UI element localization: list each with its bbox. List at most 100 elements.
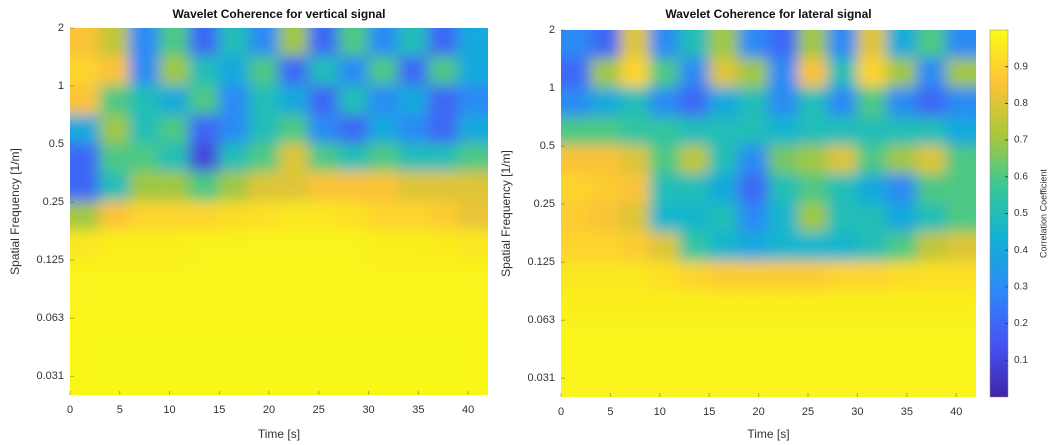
heatmap-cell [368,229,399,262]
heatmap-cell [590,145,621,177]
heatmap-cell [397,346,429,378]
heatmap-cell [457,143,488,175]
heatmap-cell [856,30,888,61]
heatmap-cell [70,201,101,233]
heatmap-cell [368,288,399,320]
heatmap-cell [427,85,459,117]
heatmap-cell [338,143,370,175]
heatmap-cell [827,145,858,177]
heatmap-cell [427,143,459,175]
heatmap-cell [768,318,799,350]
heatmap-cell [457,85,488,117]
heatmap-cell [649,145,681,177]
heatmap-cell [129,28,161,59]
heatmap-cell [708,318,740,350]
heatmap-cell [827,203,858,235]
heatmap-cell [856,203,888,235]
heatmap-cell [278,316,310,348]
heatmap-cell [945,290,976,322]
heatmap-cell [768,57,799,89]
heatmap-cell [886,261,918,293]
heatmap-cell [886,116,918,148]
heatmap-cell [308,316,340,348]
heatmap-cell [248,316,280,348]
y-tick-label: 0.063 [527,314,555,326]
colorbar-tick-label: 0.1 [1014,355,1028,366]
heatmap-cell [308,85,340,117]
heatmap-cell [188,229,220,262]
heatmap-cell [797,318,829,350]
x-tick-label: 15 [213,404,225,416]
x-tick-label: 0 [67,404,73,416]
heatmap-cell [338,229,370,262]
heatmap-cell [397,229,429,262]
heatmap-cell [397,171,429,203]
heatmap-cell [278,28,310,59]
heatmap-cell [129,171,161,203]
x-tick-label: 20 [263,404,275,416]
heatmap-cell [886,87,918,119]
heatmap-cell [590,261,621,293]
heatmap-cell [797,378,829,397]
heatmap-cell [856,116,888,148]
heatmap [70,28,488,395]
heatmap-cell [797,145,829,177]
heatmap-cell [679,348,710,380]
heatmap-cell [338,55,370,87]
heatmap-cell [70,55,101,87]
heatmap-cell [338,114,370,146]
colorbar-tick-label: 0.2 [1014,318,1028,329]
heatmap-cell [856,173,888,205]
heatmap-cell [159,229,190,262]
heatmap-cell [856,231,888,264]
colorbar-tick-label: 0.6 [1014,171,1028,182]
heatmap-cell [99,316,131,348]
heatmap-cell [159,288,190,320]
heatmap-cell [768,203,799,235]
x-tick-label: 25 [802,406,814,418]
heatmap-cell [188,376,220,395]
heatmap-cell [590,57,621,89]
heatmap-cell [679,30,710,61]
heatmap-cell [427,316,459,348]
heatmap-cell [188,201,220,233]
heatmap-cell [248,259,280,291]
heatmap-cell [679,57,710,89]
heatmap-cell [397,316,429,348]
heatmap-cell [945,378,976,397]
heatmap-cell [218,171,250,203]
heatmap-cell [188,114,220,146]
y-tick-label: 0.125 [527,256,555,268]
heatmap-cell [738,87,769,119]
heatmap-cell [129,376,161,395]
heatmap-cell [945,173,976,205]
heatmap-cell [218,55,250,87]
heatmap-cell [679,378,710,397]
heatmap-cell [218,346,250,378]
heatmap-cell [738,348,769,380]
heatmap-cell [248,28,280,59]
heatmap-cell [427,55,459,87]
heatmap-cell [427,259,459,291]
heatmap-cell [768,378,799,397]
heatmap-cell [427,201,459,233]
heatmap-cell [619,348,651,380]
heatmap-cell [159,376,190,395]
heatmap-cell [649,57,681,89]
heatmap-cell [886,173,918,205]
x-tick-label: 40 [462,404,474,416]
heatmap-cell [248,114,280,146]
heatmap-cell [308,55,340,87]
heatmap-cell [278,143,310,175]
heatmap-cell [338,201,370,233]
heatmap-cell [827,261,858,293]
heatmap-cell [278,201,310,233]
heatmap-cell [218,114,250,146]
heatmap-cell [619,378,651,397]
heatmap-cell [649,348,681,380]
heatmap-cell [945,145,976,177]
heatmap-cell [70,376,101,395]
heatmap-cell [590,173,621,205]
colorbar-tick-label: 0.7 [1014,135,1028,146]
